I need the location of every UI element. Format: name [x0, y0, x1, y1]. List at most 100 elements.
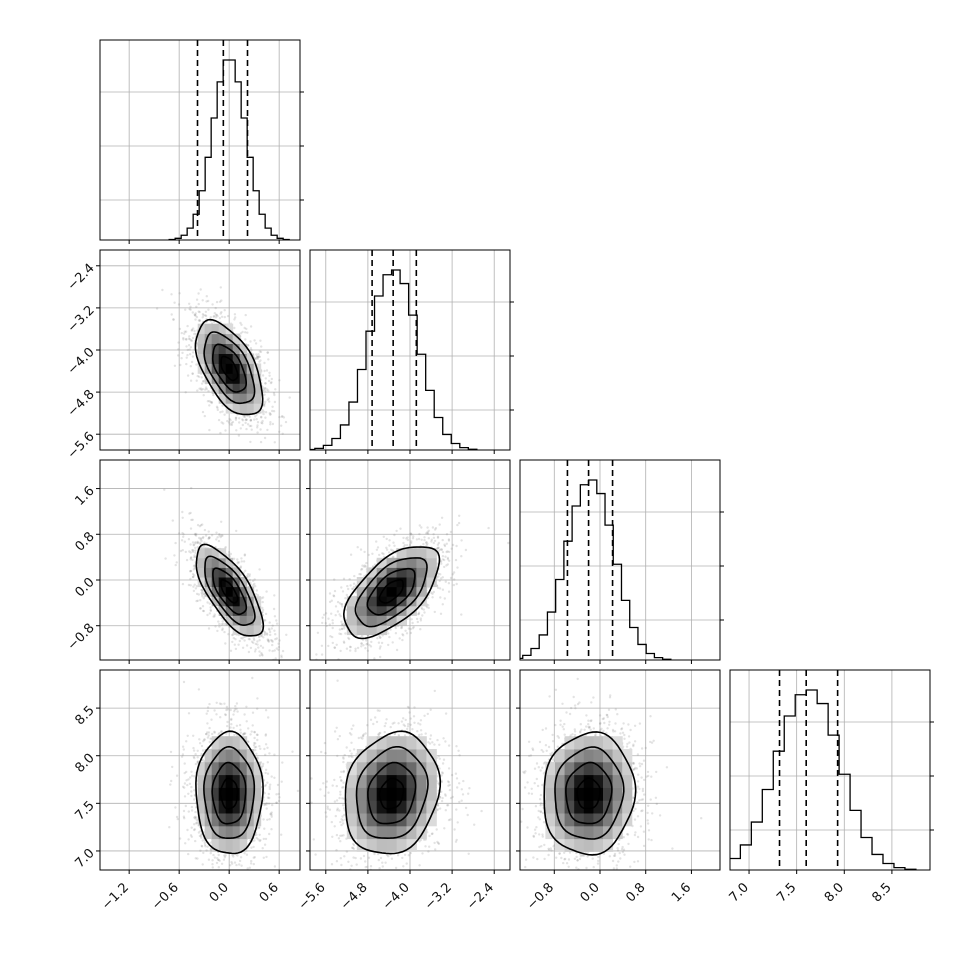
scatter-point: [222, 422, 225, 425]
scatter-point: [190, 486, 193, 490]
density-cell: [218, 323, 227, 335]
scatter-point: [238, 421, 241, 424]
density-cell: [232, 333, 241, 344]
scatter-point: [404, 629, 407, 632]
scatter-point: [264, 416, 267, 419]
scatter-point: [213, 315, 216, 318]
scatter-point: [257, 646, 260, 649]
scatter-point: [364, 647, 367, 650]
scatter-point: [275, 619, 278, 622]
scatter-point: [191, 351, 195, 354]
scatter-point: [217, 418, 221, 422]
panel-2-1: [306, 459, 511, 664]
scatter-point: [186, 324, 189, 328]
density-cell: [239, 586, 248, 597]
scatter-point: [196, 599, 199, 602]
scatter-point: [387, 643, 390, 647]
scatter-point: [249, 440, 252, 444]
panel-frame: [99, 39, 301, 241]
scatter-point: [219, 411, 222, 414]
scatter-point: [253, 582, 256, 586]
scatter-point: [212, 615, 215, 618]
scatter-point: [406, 538, 410, 542]
scatter-point: [192, 544, 196, 547]
scatter-point: [343, 641, 346, 644]
scatter-point: [443, 543, 446, 546]
scatter-point: [273, 441, 276, 444]
scatter-point: [261, 608, 265, 612]
scatter-point: [339, 649, 342, 653]
scatter-point: [185, 362, 188, 366]
density-cell: [197, 353, 206, 364]
scatter-point: [234, 647, 238, 651]
scatter-point: [203, 528, 207, 532]
scatter-point: [456, 566, 459, 569]
scatter-point: [420, 606, 423, 609]
scatter-point: [194, 549, 197, 552]
scatter-point: [420, 538, 423, 541]
scatter-point: [436, 536, 440, 539]
scatter-point: [195, 585, 199, 588]
density-cell: [225, 333, 234, 344]
scatter-point: [233, 643, 236, 646]
scatter-point: [274, 638, 277, 641]
scatter-point: [441, 558, 445, 561]
scatter-point: [174, 541, 177, 545]
scatter-point: [405, 544, 409, 547]
scatter-point: [354, 649, 357, 653]
scatter-point: [201, 536, 204, 540]
density-cell: [218, 567, 227, 578]
scatter-point: [207, 308, 210, 311]
scatter-point: [269, 639, 273, 642]
scatter-point: [366, 649, 370, 652]
scatter-point: [196, 546, 199, 549]
scatter-point: [234, 418, 238, 421]
scatter-point: [182, 535, 185, 538]
scatter-point: [438, 579, 441, 583]
scatter-point: [415, 538, 419, 541]
scatter-point: [437, 541, 441, 545]
scatter-point: [344, 632, 347, 635]
scatter-point: [191, 550, 195, 553]
scatter-point: [412, 535, 415, 538]
scatter-point: [263, 632, 267, 635]
scatter-point: [391, 641, 394, 644]
scatter-point: [173, 364, 177, 367]
scatter-point: [186, 374, 190, 377]
scatter-point: [450, 547, 453, 550]
scatter-point: [447, 590, 451, 593]
panel-0-0: [99, 39, 304, 244]
scatter-point: [240, 323, 243, 326]
scatter-point: [253, 418, 256, 421]
scatter-point: [436, 546, 439, 550]
scatter-point: [385, 548, 389, 551]
scatter-point: [234, 416, 238, 420]
scatter-point: [201, 590, 204, 594]
scatter-point: [255, 353, 258, 356]
scatter-point: [391, 549, 394, 552]
scatter-point: [258, 650, 261, 653]
scatter-point: [190, 328, 194, 331]
scatter-point: [200, 382, 204, 385]
scatter-point: [328, 592, 332, 595]
scatter-point: [177, 303, 181, 306]
scatter-point: [236, 558, 239, 561]
scatter-point: [203, 541, 206, 544]
scatter-point: [190, 329, 194, 332]
scatter-point: [410, 533, 413, 536]
scatter-point: [382, 535, 385, 538]
scatter-point: [345, 593, 348, 597]
scatter-point: [241, 646, 245, 649]
scatter-point: [196, 389, 199, 392]
scatter-point: [234, 316, 237, 319]
scatter-point: [400, 625, 403, 628]
scatter-point: [266, 388, 269, 391]
scatter-point: [263, 402, 266, 405]
scatter-point: [195, 379, 198, 382]
scatter-point: [269, 381, 273, 385]
scatter-point: [431, 592, 434, 595]
scatter-point: [243, 554, 246, 557]
density-cell: [218, 383, 227, 394]
scatter-point: [422, 542, 425, 546]
